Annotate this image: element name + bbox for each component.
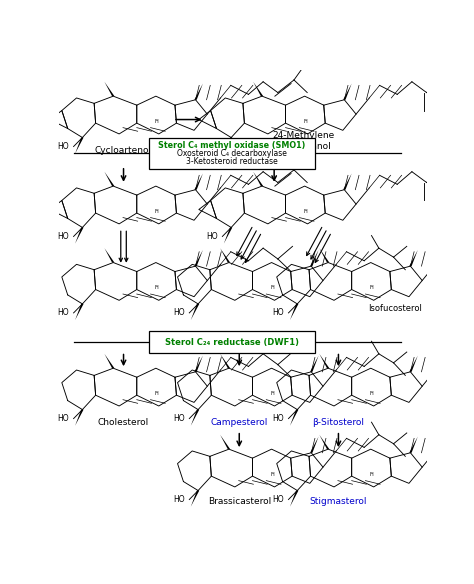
Text: HO: HO	[173, 495, 185, 504]
Text: H̄: H̄	[370, 472, 374, 477]
Polygon shape	[409, 437, 418, 453]
Text: Cycloartenol: Cycloartenol	[95, 146, 152, 155]
Polygon shape	[224, 228, 232, 244]
Text: H̄: H̄	[370, 285, 374, 290]
Polygon shape	[310, 250, 319, 266]
Polygon shape	[253, 82, 263, 96]
Text: Oxosteroid C₄ decarboxylase: Oxosteroid C₄ decarboxylase	[177, 150, 287, 158]
Polygon shape	[220, 354, 230, 369]
Polygon shape	[191, 304, 199, 320]
Text: 3-Ketosteroid reductase: 3-Ketosteroid reductase	[186, 157, 278, 166]
Text: H̄: H̄	[370, 391, 374, 396]
Polygon shape	[319, 434, 329, 449]
Polygon shape	[290, 409, 299, 426]
Polygon shape	[224, 138, 232, 154]
Text: H̄: H̄	[155, 119, 158, 124]
Polygon shape	[194, 173, 203, 190]
Polygon shape	[409, 356, 418, 372]
Polygon shape	[104, 354, 114, 369]
Text: Campesterol: Campesterol	[210, 418, 268, 427]
Polygon shape	[290, 491, 299, 507]
Text: H̄: H̄	[271, 391, 274, 396]
Polygon shape	[191, 409, 199, 426]
Text: HO: HO	[206, 232, 218, 241]
Text: Sterol C₂₄ reductase (DWF1): Sterol C₂₄ reductase (DWF1)	[165, 338, 299, 347]
Text: HO: HO	[173, 308, 185, 318]
Text: HO: HO	[57, 308, 69, 318]
Text: HO: HO	[273, 308, 284, 318]
Polygon shape	[409, 250, 418, 266]
Text: Sterol C₄ methyl oxidase (SMO1): Sterol C₄ methyl oxidase (SMO1)	[158, 141, 306, 151]
Text: Stigmasterol: Stigmasterol	[310, 497, 367, 506]
Polygon shape	[194, 356, 203, 372]
Polygon shape	[191, 491, 199, 507]
Polygon shape	[343, 84, 352, 100]
Polygon shape	[220, 248, 230, 263]
Polygon shape	[194, 84, 203, 100]
Text: Isofucosterol: Isofucosterol	[368, 304, 422, 312]
Text: HO: HO	[57, 414, 69, 423]
Text: HO: HO	[273, 414, 284, 423]
Text: HO: HO	[57, 142, 69, 151]
Text: HO: HO	[57, 232, 69, 241]
Polygon shape	[75, 304, 83, 320]
Polygon shape	[310, 356, 319, 372]
Polygon shape	[343, 173, 352, 190]
Polygon shape	[104, 172, 114, 186]
FancyBboxPatch shape	[149, 138, 315, 169]
Text: HO: HO	[173, 414, 185, 423]
Polygon shape	[220, 434, 230, 449]
Polygon shape	[290, 304, 299, 320]
Polygon shape	[75, 138, 83, 154]
Text: HO: HO	[273, 495, 284, 504]
Text: H̄: H̄	[271, 472, 274, 477]
Polygon shape	[75, 409, 83, 426]
Text: 24-Methylene
cycloartanol: 24-Methylene cycloartanol	[273, 131, 335, 151]
Text: H̄: H̄	[303, 208, 307, 214]
Polygon shape	[310, 437, 319, 453]
Polygon shape	[104, 82, 114, 96]
Polygon shape	[319, 354, 329, 369]
Text: H̄: H̄	[155, 391, 158, 396]
Polygon shape	[194, 250, 203, 266]
Text: HO: HO	[206, 142, 218, 151]
Text: H̄: H̄	[155, 285, 158, 290]
Text: Cholesterol: Cholesterol	[98, 418, 149, 427]
FancyBboxPatch shape	[149, 331, 315, 353]
Polygon shape	[104, 248, 114, 263]
Text: H̄: H̄	[155, 208, 158, 214]
Text: β-Sitosterol: β-Sitosterol	[312, 418, 365, 427]
Polygon shape	[319, 248, 329, 263]
Text: Brassicasterol: Brassicasterol	[208, 497, 271, 506]
Polygon shape	[253, 172, 263, 186]
Text: H̄: H̄	[271, 285, 274, 290]
Polygon shape	[75, 228, 83, 244]
Text: H̄: H̄	[303, 119, 307, 124]
